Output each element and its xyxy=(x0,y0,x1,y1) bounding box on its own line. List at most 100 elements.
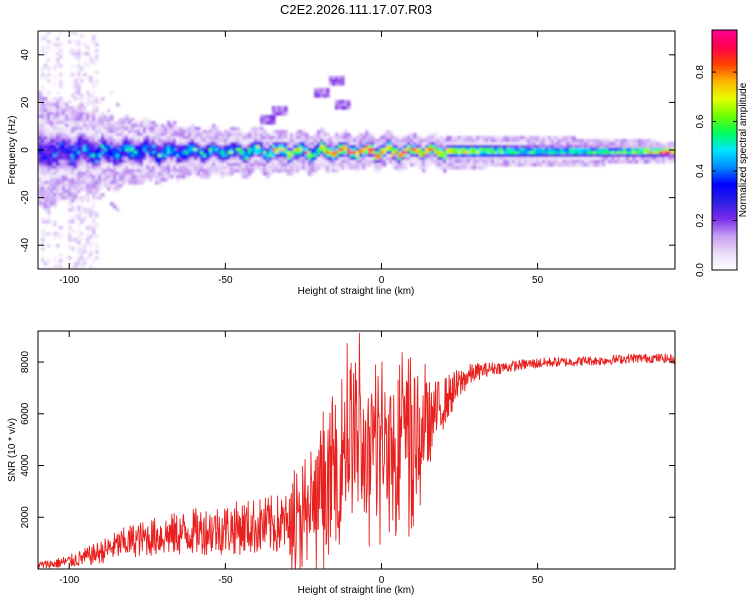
spectrogram-cell xyxy=(212,139,216,143)
spectrogram-cell xyxy=(461,145,465,149)
spectrogram-cell xyxy=(80,103,84,107)
spectrogram-cell xyxy=(551,145,555,149)
spectrogram-cell xyxy=(200,163,204,167)
spectrogram-cell xyxy=(500,145,504,149)
spectrogram-cell xyxy=(128,181,132,185)
spectrogram-cell xyxy=(131,145,135,149)
spectrogram-x-tick-label: -50 xyxy=(218,275,233,286)
spectrogram-cell xyxy=(95,118,99,122)
spectrogram-cell xyxy=(623,148,627,152)
spectrogram-cell xyxy=(140,124,144,128)
spectrogram-cell xyxy=(434,133,438,137)
spectrogram-cell xyxy=(185,175,189,179)
spectrogram-cell xyxy=(581,157,585,161)
spectrogram-cell xyxy=(335,82,339,86)
spectrogram-cell xyxy=(155,154,159,158)
spectrogram-cell xyxy=(272,118,276,122)
spectrogram-cell xyxy=(80,250,84,254)
spectrogram-cell xyxy=(170,136,174,140)
spectrogram-cell xyxy=(194,166,198,170)
spectrogram-cell xyxy=(218,160,222,164)
spectrogram-cell xyxy=(368,136,372,140)
snr-x-tick-label: 50 xyxy=(532,575,544,586)
spectrogram-cell xyxy=(47,166,51,170)
spectrogram-cell xyxy=(284,109,288,113)
spectrogram-cell xyxy=(164,172,168,176)
spectrogram-cell xyxy=(605,157,609,161)
spectrogram-cell xyxy=(65,190,69,194)
spectrogram-cell xyxy=(167,145,171,149)
spectrogram-cell xyxy=(41,190,45,194)
spectrogram-cell xyxy=(137,154,141,158)
spectrogram-cell xyxy=(608,148,612,152)
spectrogram-cell xyxy=(92,136,96,140)
spectrogram-cell xyxy=(446,157,450,161)
spectrogram-cell xyxy=(275,157,279,161)
spectrogram-cell xyxy=(68,139,72,143)
spectrogram-cell xyxy=(449,136,453,140)
spectrogram-cell xyxy=(77,262,81,266)
spectrogram-cell xyxy=(71,157,75,161)
spectrogram-cell xyxy=(173,163,177,167)
spectrogram-cell xyxy=(71,187,75,191)
spectrogram-cell xyxy=(359,142,363,146)
spectrogram-cell xyxy=(539,145,543,149)
spectrogram-cell xyxy=(59,82,63,86)
spectrogram-cell xyxy=(104,133,108,137)
spectrogram-cell xyxy=(128,163,132,167)
spectrogram-cell xyxy=(38,97,42,101)
spectrogram-cell xyxy=(281,142,285,146)
spectrogram-cell xyxy=(266,151,270,155)
spectrogram-cell xyxy=(452,145,456,149)
spectrogram-cell xyxy=(314,154,318,158)
spectrogram-cell xyxy=(92,148,96,152)
spectrogram-cell xyxy=(572,157,576,161)
spectrogram-cell xyxy=(146,121,150,125)
spectrogram-cell xyxy=(80,151,84,155)
spectrogram-cell xyxy=(254,130,258,134)
spectrogram-cell xyxy=(116,187,120,191)
spectrogram-cell xyxy=(647,154,651,158)
spectrogram-cell xyxy=(335,103,339,107)
spectrogram-cell xyxy=(188,136,192,140)
spectrogram-cell xyxy=(80,265,84,269)
spectrogram-cell xyxy=(311,139,315,143)
spectrogram-cell xyxy=(50,178,54,182)
spectrogram-cell xyxy=(143,145,147,149)
spectrogram-cell xyxy=(122,130,126,134)
spectrogram-cell xyxy=(65,157,69,161)
spectrogram-cell xyxy=(272,115,276,119)
spectrogram-cell xyxy=(167,172,171,176)
spectrogram-cell xyxy=(251,142,255,146)
spectrogram-cell xyxy=(497,148,501,152)
spectrogram-cell xyxy=(584,157,588,161)
spectrogram-cell xyxy=(185,139,189,143)
spectrogram-cell xyxy=(56,91,60,95)
spectrogram-cell xyxy=(101,172,105,176)
spectrogram-cell xyxy=(146,139,150,143)
spectrogram-cell xyxy=(143,157,147,161)
spectrogram-cell xyxy=(419,163,423,167)
spectrogram-cell xyxy=(389,148,393,152)
spectrogram-cell xyxy=(269,157,273,161)
spectrogram-cell xyxy=(569,160,573,164)
spectrogram-cell xyxy=(308,142,312,146)
spectrogram-cell xyxy=(185,130,189,134)
spectrogram-cell xyxy=(293,148,297,152)
spectrogram-cell xyxy=(74,130,78,134)
spectrogram-cell xyxy=(473,136,477,140)
spectrogram-cell xyxy=(62,154,66,158)
spectrogram-cell xyxy=(170,169,174,173)
spectrogram-cell xyxy=(83,163,87,167)
spectrogram-cell xyxy=(404,160,408,164)
spectrogram-cell xyxy=(44,118,48,122)
spectrogram-cell xyxy=(332,166,336,170)
spectrogram-cell xyxy=(626,139,630,143)
spectrogram-cell xyxy=(155,139,159,143)
spectrogram-cell xyxy=(122,124,126,128)
spectrogram-cell xyxy=(359,151,363,155)
snr-x-tick-label: -50 xyxy=(218,575,233,586)
spectrogram-cell xyxy=(632,160,636,164)
spectrogram-y-tick-label: 40 xyxy=(20,49,31,61)
spectrogram-cell xyxy=(104,163,108,167)
